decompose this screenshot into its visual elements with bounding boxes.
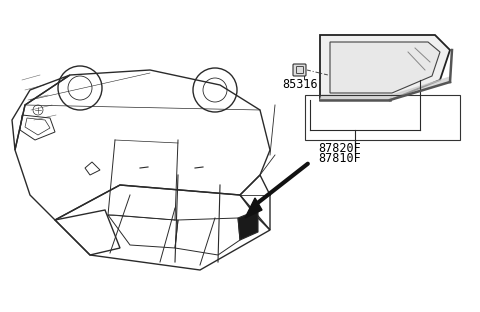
FancyBboxPatch shape: [293, 64, 306, 76]
Polygon shape: [390, 77, 450, 100]
Polygon shape: [330, 42, 440, 93]
Polygon shape: [245, 198, 262, 218]
Polygon shape: [238, 210, 258, 240]
Polygon shape: [320, 95, 392, 100]
Bar: [305, 95, 460, 140]
Text: 87810F: 87810F: [318, 152, 361, 165]
Text: 87820F: 87820F: [318, 142, 361, 155]
Text: 85316: 85316: [282, 79, 318, 91]
Polygon shape: [320, 35, 450, 100]
